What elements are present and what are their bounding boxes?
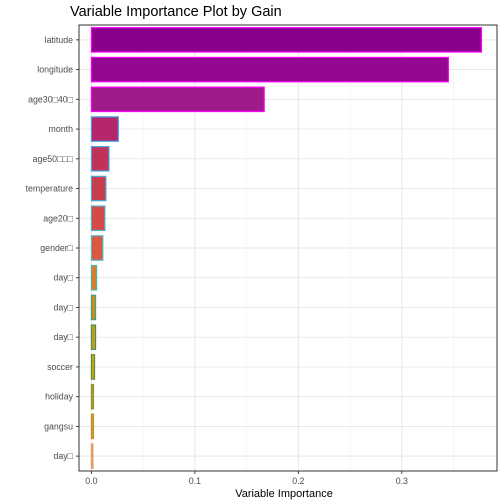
- bar: [90, 354, 96, 380]
- bar: [90, 324, 97, 350]
- x-axis-title: Variable Importance: [235, 488, 333, 500]
- bar: [90, 175, 107, 202]
- bar: [90, 235, 104, 261]
- y-tick-label: temperature: [26, 184, 74, 194]
- y-tick-label: gender□: [40, 243, 73, 253]
- y-tick-label: soccer: [47, 362, 73, 372]
- bar: [90, 116, 119, 142]
- y-tick-label: age50□□□: [33, 154, 74, 164]
- bar: [90, 443, 94, 469]
- bar: [90, 86, 265, 113]
- bar: [90, 383, 95, 410]
- y-tick-label: month: [49, 124, 74, 134]
- y-tick-label: holiday: [45, 392, 73, 402]
- bar: [90, 294, 97, 321]
- x-tick-label: 0.2: [292, 476, 304, 486]
- y-tick-label: latitude: [45, 35, 73, 45]
- bar: [90, 264, 98, 291]
- y-tick-label: day□: [54, 332, 74, 342]
- x-tick-label: 0.0: [85, 476, 97, 486]
- x-tick-label: 0.1: [189, 476, 201, 486]
- bar: [90, 146, 110, 172]
- y-tick-label: gangsu: [44, 421, 73, 431]
- bars: [90, 27, 483, 469]
- y-tick-label: age30□40□: [28, 94, 74, 104]
- bar: [90, 205, 106, 232]
- y-axis-ticks: latitude longitude age30□40□ month age50□□□ t…: [26, 35, 79, 461]
- y-tick-label: age20□: [43, 213, 73, 223]
- chart-title: Variable Importance Plot by Gain: [70, 4, 282, 20]
- x-tick-label: 0.3: [396, 476, 408, 486]
- y-tick-label: day□: [54, 451, 74, 461]
- y-tick-label: longitude: [37, 65, 73, 75]
- bar: [90, 27, 483, 53]
- y-tick-label: day□: [54, 273, 74, 283]
- bar: [90, 413, 95, 440]
- y-tick-label: day□: [54, 302, 74, 312]
- x-axis-ticks: 0.0 0.1 0.2 0.3: [85, 471, 408, 486]
- bar: [90, 56, 449, 83]
